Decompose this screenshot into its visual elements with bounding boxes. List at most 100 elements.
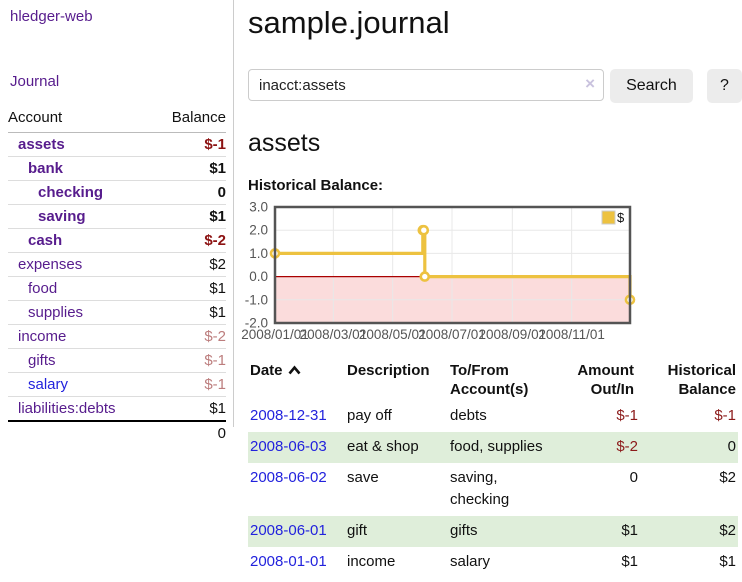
account-heading: assets (248, 129, 321, 157)
transaction-amount: $-2 (616, 438, 638, 455)
search-button[interactable]: Search (610, 69, 693, 103)
page-title: sample.journal (248, 5, 450, 40)
account-cell: gifts (8, 349, 153, 373)
account-row: checking 0 (8, 181, 226, 205)
account-balance: $-2 (204, 328, 226, 345)
transaction-date-cell: 2008-06-03 (248, 432, 345, 463)
account-cell: liabilities:debts (8, 397, 153, 422)
transaction-description: save (347, 469, 379, 486)
description-column-header: Description (347, 362, 430, 379)
account-row: salary $-1 (8, 373, 226, 397)
svg-text:2008/05/01: 2008/05/01 (359, 327, 427, 342)
account-cell: assets (8, 133, 153, 157)
account-cell: saving (8, 205, 153, 229)
account-balance-table: Account Balance assets $-1 bank $1 check… (8, 105, 226, 445)
account-balance: $1 (209, 400, 226, 417)
svg-text:-2.0: -2.0 (245, 316, 268, 331)
sidebar: hledger-web Journal Account Balance asse… (0, 0, 233, 445)
sidebar-divider (233, 0, 234, 427)
account-row: income $-2 (8, 325, 226, 349)
svg-text:2008/11/01: 2008/11/01 (538, 327, 605, 342)
transaction-row: 2008-12-31 pay off debts $-1 $-1 (248, 401, 738, 432)
account-cell: food (8, 277, 153, 301)
search-box: × (248, 69, 605, 101)
svg-text:2008/09/01: 2008/09/01 (479, 327, 547, 342)
account-cell: expenses (8, 253, 153, 277)
account-link[interactable]: food (28, 280, 58, 297)
account-link[interactable]: assets (18, 136, 65, 153)
account-cell: cash (8, 229, 153, 253)
account-row: bank $1 (8, 157, 226, 181)
account-cell: income (8, 325, 153, 349)
account-balance: 0 (217, 184, 226, 201)
transaction-row: 2008-01-01 income salary $1 $1 (248, 547, 738, 578)
transaction-accounts: food, supplies (450, 438, 543, 455)
account-row: assets $-1 (8, 133, 226, 157)
transaction-description: eat & shop (347, 438, 419, 455)
svg-text:2008/07/01: 2008/07/01 (418, 327, 486, 342)
account-row: saving $1 (8, 205, 226, 229)
svg-text:1.0: 1.0 (249, 246, 268, 261)
account-link[interactable]: gifts (28, 352, 56, 369)
transaction-row: 2008-06-01 gift gifts $1 $2 (248, 516, 738, 547)
account-link[interactable]: saving (38, 208, 86, 225)
svg-text:$: $ (617, 210, 625, 225)
svg-text:2008/01/01: 2008/01/01 (241, 327, 309, 342)
transaction-date-cell: 2008-06-02 (248, 463, 345, 516)
svg-text:2008/03/01: 2008/03/01 (300, 327, 368, 342)
transaction-balance: $2 (719, 522, 736, 539)
transaction-amount: 0 (629, 469, 638, 486)
account-cell: checking (8, 181, 153, 205)
help-button[interactable]: ? (706, 69, 742, 103)
account-link[interactable]: supplies (28, 304, 84, 321)
account-cell: supplies (8, 301, 153, 325)
sidebar-item-journal[interactable]: Journal (10, 73, 60, 90)
transaction-date-cell: 2008-01-01 (248, 547, 345, 578)
transaction-accounts: debts (450, 407, 487, 424)
transaction-date-cell: 2008-12-31 (248, 401, 345, 432)
transaction-date-link[interactable]: 2008-01-01 (250, 553, 327, 570)
transaction-date-link[interactable]: 2008-06-03 (250, 438, 327, 455)
account-row: expenses $2 (8, 253, 226, 277)
account-balance: $-1 (204, 376, 226, 393)
account-row: liabilities:debts $1 (8, 397, 226, 422)
svg-text:3.0: 3.0 (249, 200, 268, 215)
account-link[interactable]: expenses (18, 256, 83, 273)
date-column-header[interactable]: Date (248, 359, 345, 401)
account-link[interactable]: cash (28, 232, 63, 249)
total-balance: 0 (152, 420, 226, 445)
transaction-amount: $1 (621, 553, 638, 570)
transaction-balance: $-1 (714, 407, 736, 424)
account-column-header: Account (8, 105, 153, 133)
account-link[interactable]: income (18, 328, 67, 345)
clear-search-icon[interactable]: × (585, 74, 596, 93)
transaction-balance: $1 (719, 553, 736, 570)
register-table: Date Description To/From Account(s) Amou… (248, 359, 738, 578)
account-link[interactable]: salary (28, 376, 69, 393)
account-link[interactable]: checking (38, 184, 104, 201)
search-input[interactable] (248, 69, 605, 101)
transaction-date-link[interactable]: 2008-06-01 (250, 522, 327, 539)
transaction-accounts: salary (450, 553, 491, 570)
transaction-amount: $-1 (616, 407, 638, 424)
transaction-balance: 0 (727, 438, 736, 455)
transaction-description: pay off (347, 407, 392, 424)
transaction-balance: $2 (719, 469, 736, 486)
account-row: supplies $1 (8, 301, 226, 325)
svg-text:-1.0: -1.0 (245, 292, 268, 307)
amount-column-header: Amount Out/In (577, 362, 634, 398)
balance-column-header: Balance (152, 105, 226, 133)
transaction-row: 2008-06-02 save saving, checking 0 $2 (248, 463, 738, 516)
account-balance: $1 (209, 280, 226, 297)
account-link[interactable]: bank (28, 160, 64, 177)
brand-link[interactable]: hledger-web (10, 8, 93, 25)
account-link[interactable]: liabilities:debts (18, 400, 116, 417)
transaction-date-link[interactable]: 2008-06-02 (250, 469, 327, 486)
transaction-date-cell: 2008-06-01 (248, 516, 345, 547)
transaction-accounts: saving, checking (450, 469, 510, 508)
transaction-accounts: gifts (450, 522, 478, 539)
transaction-amount: $1 (621, 522, 638, 539)
transaction-date-link[interactable]: 2008-12-31 (250, 407, 327, 424)
account-cell: salary (8, 373, 153, 397)
svg-text:0.0: 0.0 (249, 269, 268, 284)
